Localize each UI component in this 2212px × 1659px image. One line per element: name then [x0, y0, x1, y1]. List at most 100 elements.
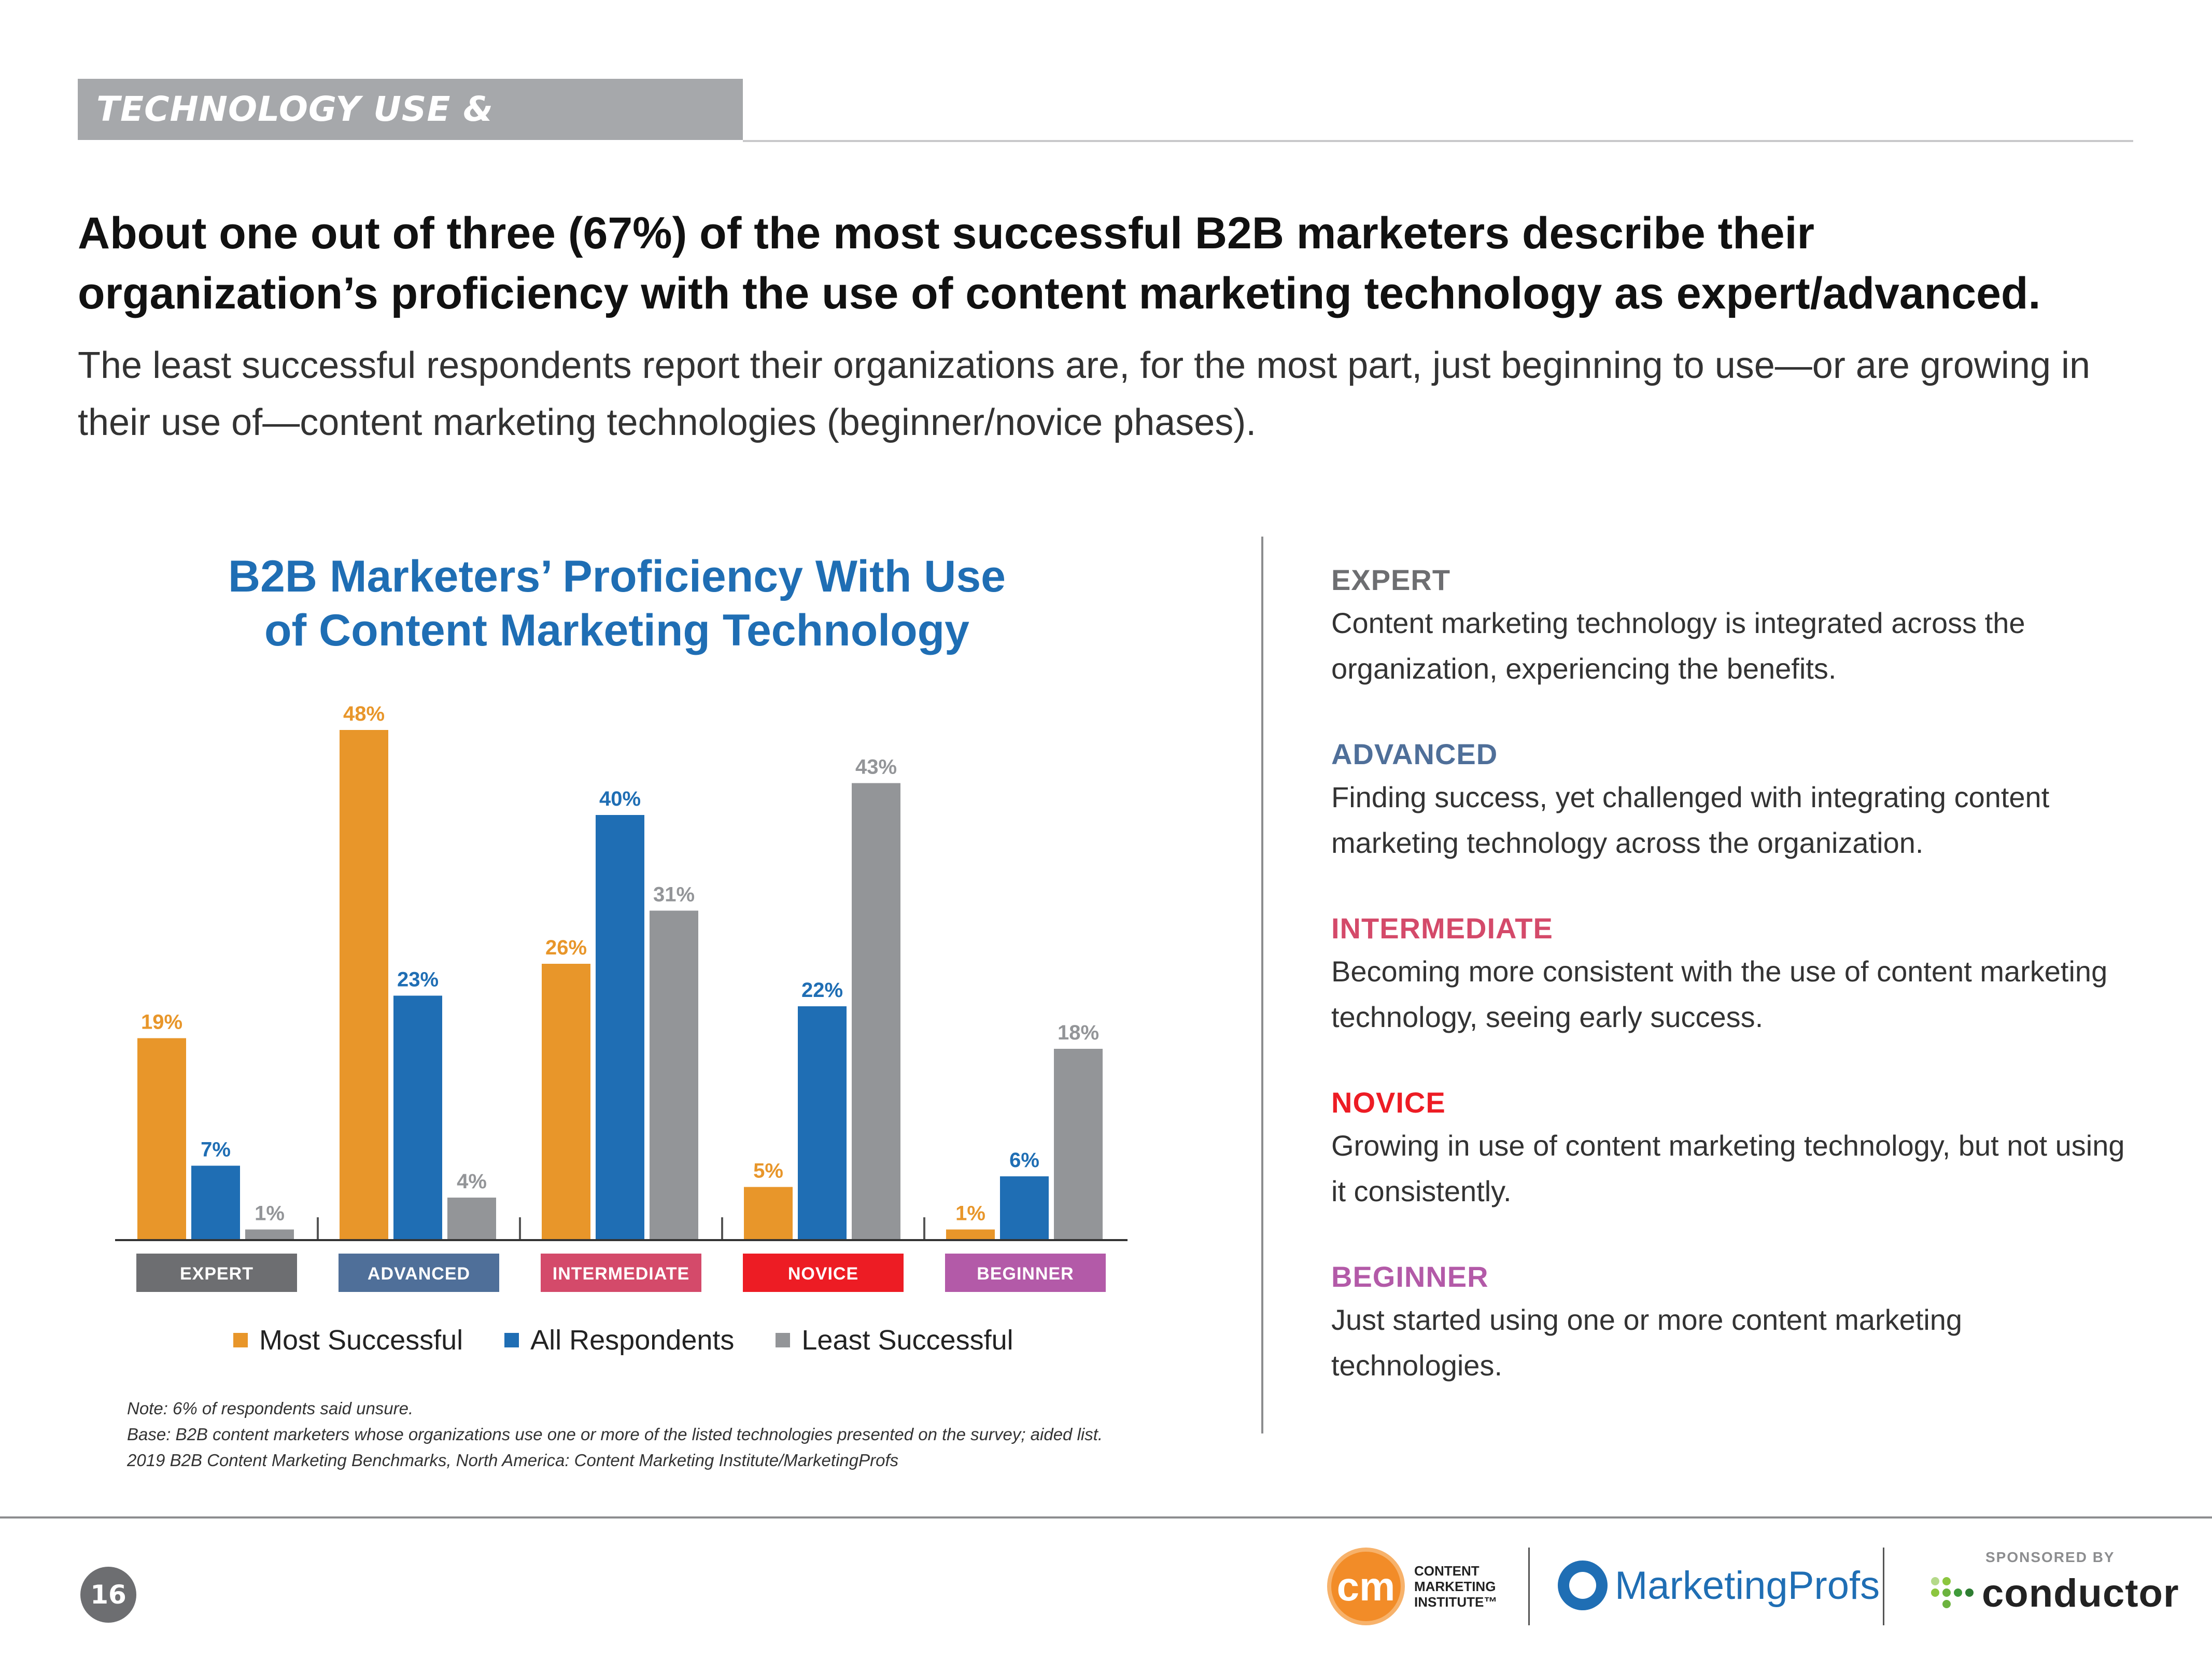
legend-swatch-all-respondents [504, 1333, 519, 1347]
section-label: TECHNOLOGY USE & PROFICIENCY [78, 79, 743, 190]
bar-advanced-least-successful [447, 1198, 496, 1240]
definition-beginner: BEGINNER Just started using one or more … [1331, 1257, 2140, 1388]
cmi-logo: cm CONTENT MARKETING INSTITUTE™ [1327, 1542, 1503, 1630]
legend-item-most-successful: Most Successful [233, 1324, 463, 1356]
category-label-advanced: ADVANCED [368, 1264, 470, 1284]
data-label-intermediate-most-successful: 26% [545, 936, 587, 959]
data-label-novice-most-successful: 5% [753, 1160, 783, 1183]
definitions-list: EXPERT Content marketing technology is i… [1331, 560, 2140, 1431]
data-label-intermediate-all-respondents: 40% [599, 788, 641, 810]
category-label-intermediate: INTERMEDIATE [553, 1264, 689, 1284]
logo-separator [1528, 1548, 1530, 1625]
definition-term-novice: NOVICE [1331, 1086, 1446, 1119]
subhead-line1: The least successful respondents report … [78, 345, 2091, 386]
bar-expert-most-successful [137, 1038, 186, 1240]
data-label-advanced-most-successful: 48% [343, 702, 385, 725]
definition-text-novice: Growing in use of content marketing tech… [1331, 1129, 2125, 1207]
footer-rule [0, 1516, 2212, 1519]
data-label-advanced-least-successful: 4% [457, 1170, 487, 1193]
category-label-expert: EXPERT [180, 1264, 253, 1284]
conductor-logo: conductor [1931, 1571, 2179, 1616]
vertical-divider [1261, 537, 1263, 1433]
sponsored-by-label: SPONSORED BY [1985, 1549, 2115, 1565]
chart-title-line2: of Content Marketing Technology [264, 606, 970, 655]
definition-term-beginner: BEGINNER [1331, 1260, 1489, 1293]
bar-expert-all-respondents [191, 1165, 240, 1240]
definition-advanced: ADVANCED Finding success, yet challenged… [1331, 734, 2140, 866]
chart-title: B2B Marketers’ Proficiency With Use of C… [119, 550, 1115, 657]
subhead-line2: their use of—content marketing technolog… [78, 402, 1257, 443]
legend-item-all-respondents: All Respondents [504, 1324, 734, 1356]
category-box-intermediate [541, 1254, 701, 1292]
category-box-novice [743, 1254, 904, 1292]
category-box-beginner [945, 1254, 1106, 1292]
definition-text-expert: Content marketing technology is integrat… [1331, 607, 2025, 685]
cmi-logo-text: CONTENT MARKETING INSTITUTE™ [1414, 1563, 1497, 1610]
data-label-expert-least-successful: 1% [255, 1202, 285, 1225]
data-label-beginner-most-successful: 1% [955, 1202, 985, 1225]
note-line2: Base: B2B content marketers whose organi… [127, 1425, 1103, 1444]
data-label-beginner-least-successful: 18% [1058, 1021, 1099, 1044]
bar-beginner-most-successful [946, 1229, 995, 1240]
legend-item-least-successful: Least Successful [776, 1324, 1013, 1356]
definition-term-intermediate: INTERMEDIATE [1331, 912, 1553, 945]
marketingprofs-wordmark: MarketingProfs [1615, 1563, 1880, 1608]
subheadline: The least successful respondents report … [78, 337, 2141, 451]
legend-label-most-successful: Most Successful [259, 1325, 463, 1356]
headline-line2: organization’s proficiency with the use … [78, 269, 2041, 318]
chart-title-line1: B2B Marketers’ Proficiency With Use [228, 552, 1006, 601]
bar-beginner-least-successful [1054, 1049, 1103, 1240]
bar-intermediate-all-respondents [596, 815, 644, 1240]
category-box-advanced [339, 1254, 499, 1292]
cmi-logo-line1: CONTENT [1414, 1563, 1480, 1579]
bar-expert-least-successful [245, 1229, 294, 1240]
cmi-logo-line2: MARKETING [1414, 1579, 1496, 1594]
definition-expert: EXPERT Content marketing technology is i… [1331, 560, 2140, 692]
data-label-advanced-all-respondents: 23% [397, 968, 439, 991]
cmi-logo-mark: cm [1327, 1548, 1405, 1625]
conductor-dots-icon [1931, 1573, 1978, 1614]
definition-intermediate: INTERMEDIATE Becoming more consistent wi… [1331, 908, 2140, 1040]
marketingprofs-logo: MarketingProfs [1558, 1560, 1880, 1610]
bar-novice-all-respondents [798, 1006, 847, 1240]
legend-label-least-successful: Least Successful [801, 1325, 1013, 1356]
definition-novice: NOVICE Growing in use of content marketi… [1331, 1082, 2140, 1214]
definition-text-beginner: Just started using one or more content m… [1331, 1303, 1963, 1382]
legend-swatch-least-successful [776, 1333, 791, 1347]
bar-intermediate-least-successful [650, 910, 698, 1240]
legend-swatch-most-successful [233, 1333, 248, 1347]
note-line3: 2019 B2B Content Marketing Benchmarks, N… [127, 1451, 899, 1470]
bar-novice-most-successful [744, 1187, 793, 1240]
chart-legend: Most Successful All Respondents Least Su… [233, 1317, 1013, 1363]
definition-text-advanced: Finding success, yet challenged with int… [1331, 781, 2050, 859]
headline-line1: About one out of three (67%) of the most… [78, 208, 1814, 258]
data-label-novice-least-successful: 43% [855, 756, 897, 779]
category-label-beginner: BEGINNER [977, 1264, 1074, 1284]
logo-separator [1883, 1548, 1884, 1625]
cmi-logo-line3: INSTITUTE™ [1414, 1594, 1498, 1610]
bar-advanced-all-respondents [393, 995, 442, 1240]
definition-term-expert: EXPERT [1331, 564, 1451, 596]
marketingprofs-icon [1558, 1560, 1608, 1610]
definition-text-intermediate: Becoming more consistent with the use of… [1331, 955, 2108, 1033]
data-label-novice-all-respondents: 22% [801, 979, 843, 1002]
legend-label-all-respondents: All Respondents [530, 1325, 735, 1356]
bar-novice-least-successful [852, 783, 900, 1240]
note-line1: Note: 6% of respondents said unsure. [127, 1399, 414, 1418]
page-number: 16 [80, 1567, 136, 1623]
section-rule [743, 140, 2133, 142]
bar-advanced-most-successful [340, 730, 388, 1240]
category-box-expert [136, 1254, 297, 1292]
data-label-beginner-all-respondents: 6% [1009, 1149, 1039, 1172]
definition-term-advanced: ADVANCED [1331, 738, 1498, 770]
chart-notes: Note: 6% of respondents said unsure. Bas… [127, 1396, 1267, 1473]
bar-intermediate-most-successful [542, 964, 590, 1240]
bar-beginner-all-respondents [1000, 1176, 1049, 1240]
data-label-intermediate-least-successful: 31% [653, 883, 695, 906]
conductor-wordmark: conductor [1982, 1571, 2179, 1615]
category-label-novice: NOVICE [788, 1264, 858, 1284]
data-label-expert-most-successful: 19% [141, 1011, 182, 1034]
data-label-expert-all-respondents: 7% [201, 1138, 231, 1161]
headline: About one out of three (67%) of the most… [78, 203, 2141, 324]
